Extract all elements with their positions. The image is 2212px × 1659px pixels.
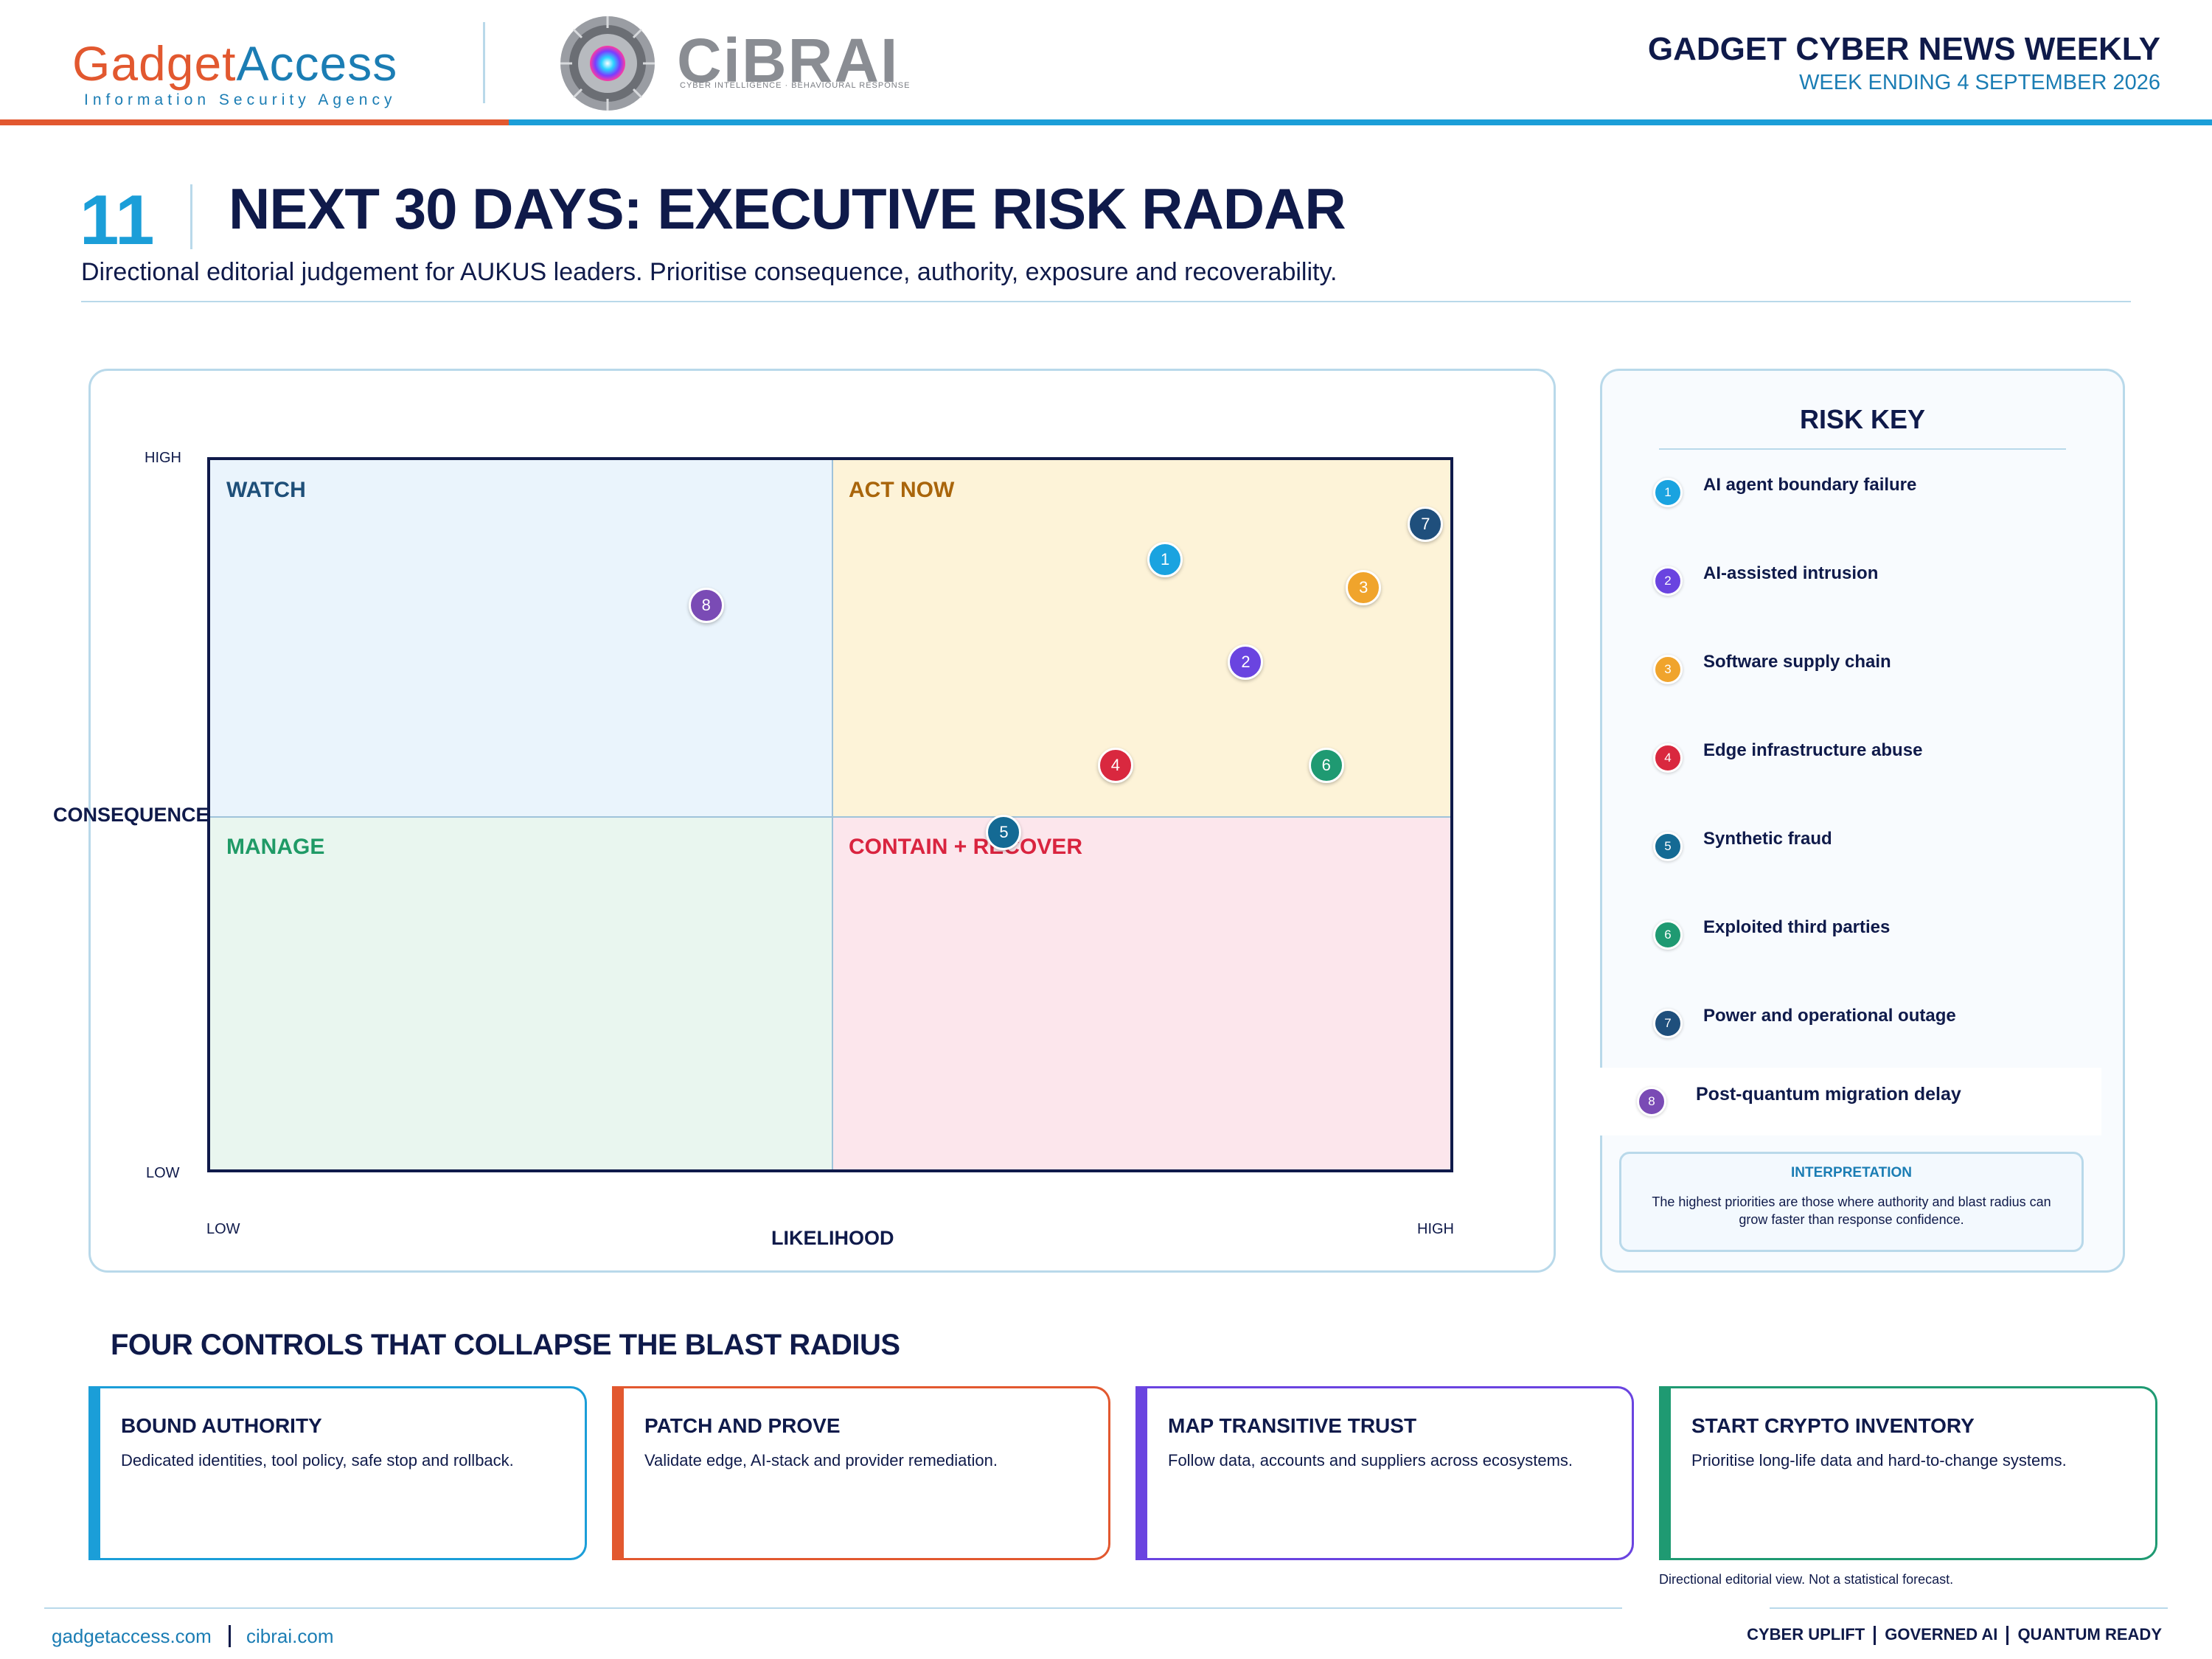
risk-key-title: RISK KEY	[1799, 404, 1926, 434]
risk-key-label-7: Power and operational outage	[1703, 1006, 1956, 1026]
control-title: PATCH AND PROVE	[644, 1414, 841, 1437]
publication-week: WEEK ENDING 4 SEPTEMBER 2026	[1799, 71, 2160, 94]
control-title: MAP TRANSITIVE TRUST	[1168, 1414, 1417, 1437]
gadgetaccess-logo: GadgetAccess	[72, 35, 397, 91]
risk-key-marker-5: 5	[1653, 832, 1683, 861]
brand-subtitle: Information Security Agency	[84, 91, 397, 108]
page-title: NEXT 30 DAYS: EXECUTIVE RISK RADAR	[229, 176, 1346, 241]
cibrai-wordmark: CiBRAI	[677, 26, 900, 95]
gridline-vertical	[832, 460, 833, 1169]
quadrant-label-contain-recover: CONTAIN + RECOVER	[849, 835, 1082, 859]
footer-tag-separator	[1874, 1626, 1877, 1646]
control-card-patch-and-prove	[612, 1386, 1110, 1560]
quadrant-act-now	[832, 460, 1450, 816]
control-body: Dedicated identities, tool policy, safe …	[121, 1451, 514, 1470]
footer-rule-right	[1770, 1607, 2168, 1609]
footer-link-gadgetaccess[interactable]: gadgetaccess.com	[52, 1625, 212, 1647]
section-number: 11	[80, 181, 155, 260]
footer-tags: CYBER UPLIFT GOVERNED AI QUANTUM READY	[1747, 1625, 2162, 1646]
section-rule	[81, 301, 2131, 302]
footer-tag-cyber-uplift: CYBER UPLIFT	[1747, 1625, 1865, 1644]
quadrant-watch	[210, 460, 832, 816]
quadrant-label-manage: MANAGE	[226, 835, 325, 859]
control-card-map-transitive-trust	[1135, 1386, 1634, 1560]
quadrant-manage	[210, 816, 832, 1169]
control-title: START CRYPTO INVENTORY	[1691, 1414, 1975, 1437]
cibrai-chip-icon	[560, 16, 655, 111]
risk-key-label-1: AI agent boundary failure	[1703, 475, 1917, 495]
risk-key-marker-4: 4	[1653, 743, 1683, 773]
brand-part1: Gad	[72, 36, 167, 91]
control-card-bound-authority	[88, 1386, 587, 1560]
quadrant-label-act-now: ACT NOW	[849, 478, 955, 502]
x-axis-high-label: HIGH	[1417, 1221, 1454, 1237]
section-divider	[190, 184, 192, 249]
risk-key-marker-6: 6	[1653, 920, 1683, 950]
brand-part3: Access	[236, 36, 398, 91]
risk-marker-4[interactable]: 4	[1097, 747, 1133, 783]
risk-key-marker-1: 1	[1653, 478, 1683, 507]
risk-key-marker-3: 3	[1653, 655, 1683, 684]
control-card-start-crypto-inventory	[1659, 1386, 2157, 1560]
risk-key-label-3: Software supply chain	[1703, 652, 1891, 672]
risk-key-card	[1600, 369, 2125, 1273]
interpretation-title: INTERPRETATION	[1791, 1165, 1912, 1180]
risk-key-marker-8: 8	[1637, 1087, 1666, 1116]
y-axis-low-label: LOW	[146, 1165, 180, 1181]
risk-key-marker-7: 7	[1653, 1009, 1683, 1038]
header-divider	[483, 22, 485, 103]
risk-marker-5[interactable]: 5	[986, 815, 1022, 851]
x-axis-low-label: LOW	[206, 1221, 240, 1237]
publication-title: GADGET CYBER NEWS WEEKLY	[1647, 31, 2160, 67]
control-body: Prioritise long-life data and hard-to-ch…	[1691, 1451, 2067, 1470]
risk-marker-7[interactable]: 7	[1408, 506, 1444, 542]
risk-key-label-4: Edge infrastructure abuse	[1703, 740, 1923, 760]
gridline-horizontal	[210, 816, 1450, 818]
page-subtitle: Directional editorial judgement for AUKU…	[81, 258, 1338, 286]
quadrant-label-watch: WATCH	[226, 478, 306, 502]
risk-key-highlight-row	[1600, 1068, 2101, 1135]
control-body: Validate edge, AI-stack and provider rem…	[644, 1451, 998, 1470]
risk-marker-8[interactable]: 8	[688, 588, 724, 624]
controls-heading: FOUR CONTROLS THAT COLLAPSE THE BLAST RA…	[111, 1329, 900, 1361]
footer-link-cibrai[interactable]: cibrai.com	[246, 1625, 334, 1647]
footer-tag-quantum-ready: QUANTUM READY	[2017, 1625, 2162, 1644]
risk-matrix: WATCH ACT NOW MANAGE CONTAIN + RECOVER 1…	[207, 457, 1453, 1172]
risk-marker-3[interactable]: 3	[1346, 570, 1382, 606]
risk-marker-1[interactable]: 1	[1147, 541, 1183, 577]
footer-separator	[229, 1625, 231, 1647]
risk-key-label-8: Post-quantum migration delay	[1696, 1084, 1961, 1105]
interpretation-body: The highest priorities are those where a…	[1652, 1194, 2051, 1227]
header-bar-orange	[0, 119, 509, 125]
control-title: BOUND AUTHORITY	[121, 1414, 322, 1437]
risk-marker-6[interactable]: 6	[1308, 747, 1344, 783]
risk-key-marker-2: 2	[1653, 566, 1683, 596]
interpretation-box	[1619, 1152, 2084, 1252]
y-axis-title: CONSEQUENCE	[53, 804, 209, 826]
header-bar-blue	[509, 119, 2212, 125]
risk-key-label-2: AI-assisted intrusion	[1703, 563, 1879, 583]
x-axis-title: LIKELIHOOD	[771, 1227, 894, 1249]
footer-tag-governed-ai: GOVERNED AI	[1885, 1625, 1998, 1644]
footer-tag-separator	[2006, 1626, 2009, 1646]
y-axis-high-label: HIGH	[145, 450, 181, 466]
footer-rule-left	[44, 1607, 1622, 1609]
risk-key-rule	[1659, 448, 2066, 450]
control-body: Follow data, accounts and suppliers acro…	[1168, 1451, 1573, 1470]
brand-part2: get	[166, 36, 237, 91]
footnote: Directional editorial view. Not a statis…	[1659, 1572, 1954, 1587]
cibrai-subtitle: CYBER INTELLIGENCE · BEHAVIOURAL RESPONS…	[680, 81, 911, 90]
risk-key-label-5: Synthetic fraud	[1703, 829, 1832, 849]
risk-key-label-6: Exploited third parties	[1703, 917, 1891, 937]
risk-marker-2[interactable]: 2	[1228, 644, 1264, 681]
quadrant-contain-recover	[832, 816, 1450, 1169]
